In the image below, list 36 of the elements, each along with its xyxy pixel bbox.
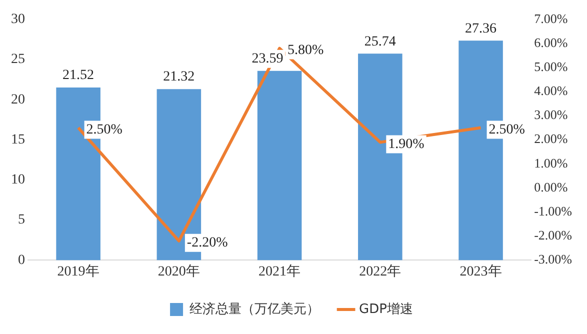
y2-tick-label: 3.00%	[534, 107, 568, 122]
x-tick-label: 2020年	[158, 263, 200, 280]
y-tick-label: 0	[18, 252, 25, 268]
x-tick-label: 2023年	[460, 263, 502, 280]
y2-tick-label: 1.00%	[534, 155, 568, 170]
data-label: 27.36	[465, 21, 497, 36]
data-label: 21.32	[163, 70, 195, 85]
data-label: 1.90%	[388, 136, 425, 152]
bar	[257, 70, 302, 260]
y2-tick-label: 0.00%	[534, 179, 568, 194]
y-tick-label: 15	[11, 132, 25, 148]
x-tick-label: 2022年	[359, 263, 402, 280]
x-tick-label: 2021年	[258, 263, 301, 280]
data-label: 25.74	[364, 34, 396, 50]
y2-tick-label: 2.00%	[534, 131, 568, 146]
y-tick-label: 25	[11, 52, 25, 68]
x-tick-label: 2019年	[57, 263, 100, 280]
y2-tick-label: 5.00%	[534, 58, 568, 74]
data-label: 21.52	[62, 68, 94, 84]
y2-tick-label: 7.00%	[534, 10, 568, 26]
y2-tick-label: -2.00%	[534, 228, 572, 243]
y-tick-label: 30	[11, 12, 25, 28]
data-label: 5.80%	[288, 42, 324, 58]
data-label: 23.59	[252, 52, 284, 67]
y2-tick-label: -1.00%	[534, 203, 572, 218]
y2-tick-label: 6.00%	[534, 34, 568, 50]
legend-label: 经济总量（万亿美元）	[190, 300, 320, 317]
data-label: 2.50%	[488, 122, 526, 138]
y-tick-label: 5	[18, 212, 25, 228]
data-label: 2.50%	[86, 122, 123, 138]
y2-tick-label: 4.00%	[534, 83, 568, 98]
data-label: -2.20%	[186, 236, 228, 251]
y2-tick-label: -3.00%	[534, 252, 572, 267]
y-tick-label: 10	[11, 172, 25, 188]
legend-label: GDP增速	[359, 302, 413, 317]
y-tick-label: 20	[11, 92, 25, 108]
